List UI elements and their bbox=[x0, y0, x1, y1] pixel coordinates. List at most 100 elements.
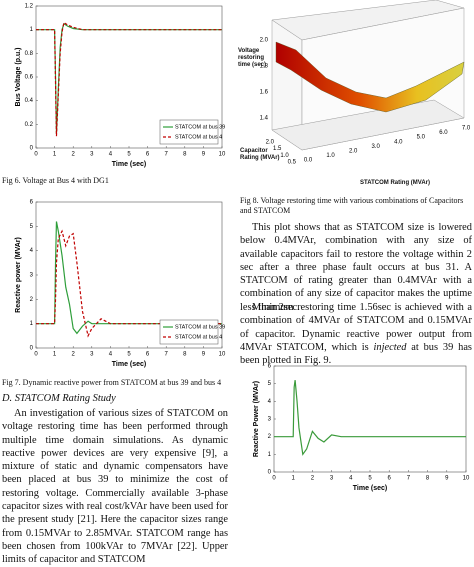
y-tick-label: 0.2 bbox=[25, 122, 34, 128]
x-tick-label: 10 bbox=[219, 352, 226, 358]
x-tick-label: 1 bbox=[292, 476, 296, 482]
x-axis-label: Time (sec) bbox=[112, 361, 147, 368]
paragraph: This plot shows that as STATCOM size is … bbox=[240, 222, 472, 313]
y-axis-label: Reactive power (MVAr) bbox=[15, 237, 22, 313]
x-tick-label: 1 bbox=[53, 152, 57, 158]
x-tick-label: 7 bbox=[165, 152, 169, 158]
y-tick-label: 5 bbox=[268, 381, 272, 387]
x-tick-label: 7 bbox=[165, 352, 169, 358]
x-tick-label: 6 bbox=[146, 352, 150, 358]
y-tick-label: 3 bbox=[30, 273, 34, 279]
x-tick-label: 9 bbox=[202, 152, 206, 158]
y-tick-label: 3 bbox=[268, 417, 272, 423]
x-tick-label: 9 bbox=[202, 352, 206, 358]
tick-label: 1.8 bbox=[260, 64, 269, 70]
y-tick-label: 1 bbox=[30, 321, 34, 327]
caption: Fig 6. Voltage at Bus 4 with DG1 bbox=[2, 176, 109, 185]
tick-label: 1.0 bbox=[280, 153, 289, 159]
tick-label: 4.0 bbox=[394, 139, 403, 145]
tick-label: 1.6 bbox=[260, 90, 269, 96]
x-tick-label: 5 bbox=[127, 352, 131, 358]
y-axis-label: Bus Voltage (p.u.) bbox=[15, 48, 22, 107]
tick-label: 5.0 bbox=[417, 135, 426, 141]
y-tick-label: 6 bbox=[268, 364, 272, 370]
y-tick-label: 1.2 bbox=[25, 4, 34, 10]
series-line bbox=[36, 21, 222, 137]
axis-label: Capacitor Rating (MVAr) bbox=[240, 148, 280, 161]
fig7-chart: 0 1 2 3 4 5 6 7 8 9 10 0 1 2 3 4 5 6 Time (sec) Reactive po… bbox=[15, 200, 226, 368]
legend-label: STATCOM at bus 39 bbox=[175, 324, 225, 330]
text: Minimum restoring time 1.56sec is achiev… bbox=[240, 302, 472, 353]
x-tick-label: 0 bbox=[34, 152, 38, 158]
x-axis-label: Time (sec) bbox=[112, 161, 147, 168]
x-tick-label: 2 bbox=[311, 476, 315, 482]
x-tick-label: 5 bbox=[127, 152, 131, 158]
x-tick-label: 9 bbox=[445, 476, 449, 482]
section-heading: D. STATCOM Rating Study bbox=[2, 393, 116, 404]
x-tick-label: 4 bbox=[349, 476, 353, 482]
x-tick-label: 10 bbox=[463, 476, 470, 482]
tick-label: 2.0 bbox=[266, 140, 275, 146]
paragraph: An investigation of various sizes of STA… bbox=[2, 408, 228, 566]
tick-label: 7.0 bbox=[462, 126, 471, 132]
fig6-chart: 0 1 2 3 4 5 6 7 8 9 10 0 0.2 0.4 0.6 0.8 1 1.2 Time (sec) B… bbox=[15, 4, 226, 168]
y-tick-label: 1 bbox=[30, 27, 34, 33]
x-tick-label: 2 bbox=[72, 352, 76, 358]
series-line bbox=[36, 229, 222, 338]
x-tick-label: 3 bbox=[330, 476, 334, 482]
x-tick-label: 4 bbox=[109, 352, 113, 358]
y-tick-label: 6 bbox=[30, 200, 34, 206]
y-tick-label: 2 bbox=[268, 434, 272, 440]
legend-box bbox=[159, 119, 219, 145]
tick-label: 1.4 bbox=[260, 116, 269, 122]
x-tick-label: 3 bbox=[90, 352, 94, 358]
caption: Fig 8. Voltage restoring time with vario… bbox=[240, 196, 464, 215]
y-tick-label: 4 bbox=[268, 399, 272, 405]
tick-label: 6.0 bbox=[439, 130, 448, 136]
text: injected bbox=[373, 341, 407, 353]
x-tick-label: 7 bbox=[407, 476, 411, 482]
x-tick-label: 4 bbox=[109, 152, 113, 158]
series-line bbox=[36, 221, 222, 335]
y-tick-label: 0 bbox=[30, 346, 34, 352]
x-tick-label: 6 bbox=[146, 152, 150, 158]
tick-label: 2.0 bbox=[349, 148, 358, 154]
y-tick-label: 0.8 bbox=[25, 51, 34, 57]
series-line bbox=[274, 380, 466, 456]
y-tick-label: 0 bbox=[268, 470, 272, 476]
y-tick-label: 0 bbox=[30, 146, 34, 152]
x-tick-label: 2 bbox=[72, 152, 76, 158]
x-tick-label: 5 bbox=[368, 476, 372, 482]
x-tick-label: 0 bbox=[34, 352, 38, 358]
tick-label: 1.5 bbox=[273, 146, 282, 152]
x-tick-label: 1 bbox=[53, 352, 57, 358]
y-tick-label: 5 bbox=[30, 224, 34, 230]
y-tick-label: 4 bbox=[30, 248, 34, 254]
tick-label: 1.0 bbox=[326, 153, 335, 159]
tick-label: 2.0 bbox=[260, 38, 269, 44]
y-tick-label: 2 bbox=[30, 297, 34, 303]
y-tick-label: 0.4 bbox=[25, 98, 34, 104]
axis-label: STATCOM Rating (MVAr) bbox=[360, 180, 430, 186]
y-tick-label: 1 bbox=[268, 452, 272, 458]
legend-label: STATCOM at bus 39 bbox=[175, 124, 225, 130]
x-tick-label: 3 bbox=[90, 152, 94, 158]
x-tick-label: 6 bbox=[388, 476, 392, 482]
paragraph: Minimum restoring time 1.56sec is achiev… bbox=[240, 301, 472, 367]
x-tick-label: 8 bbox=[426, 476, 430, 482]
plot-frame bbox=[273, 365, 467, 473]
text: at bus 39 has been plotted in Fig. 9. bbox=[240, 341, 472, 367]
surface bbox=[275, 41, 465, 113]
caption: Fig 7. Dynamic reactive power from STATC… bbox=[2, 378, 222, 387]
x-axis-label: Time (sec) bbox=[353, 485, 388, 492]
axis-label: Voltage restoring time (sec) bbox=[238, 48, 267, 68]
tick-label: 0.5 bbox=[288, 160, 297, 166]
legend-box bbox=[159, 319, 219, 345]
x-tick-label: 10 bbox=[219, 152, 226, 158]
x-tick-label: 8 bbox=[183, 352, 187, 358]
series-line bbox=[36, 22, 222, 134]
y-tick-label: 0.6 bbox=[25, 75, 34, 81]
y-axis-label: Reactive Power (MVAr) bbox=[253, 381, 260, 457]
